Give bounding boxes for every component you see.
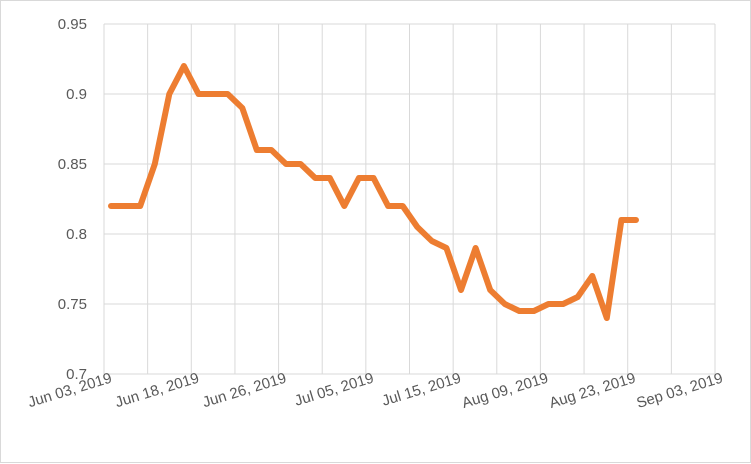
y-tick-label: 0.7 <box>66 366 87 383</box>
y-tick-label: 0.85 <box>58 156 87 173</box>
x-tick-label: Jul 15, 2019 <box>380 370 463 410</box>
y-tick-label: 0.9 <box>66 86 87 103</box>
y-tick-label: 0.75 <box>58 296 87 313</box>
x-tick-label: Aug 09, 2019 <box>460 370 550 412</box>
y-axis-ticks: 0.7 0.75 0.8 0.85 0.9 0.95 <box>58 16 87 383</box>
x-tick-label: Aug 23, 2019 <box>547 370 637 412</box>
y-tick-label: 0.8 <box>66 226 87 243</box>
x-tick-label: Jun 26, 2019 <box>201 370 289 412</box>
series-layer <box>108 63 639 321</box>
x-tick-label: Jun 18, 2019 <box>113 370 201 412</box>
gridlines <box>103 23 716 375</box>
x-tick-label: Jul 05, 2019 <box>293 370 376 410</box>
series-line <box>108 63 639 321</box>
y-tick-label: 0.95 <box>58 16 87 33</box>
x-axis-ticks: Jun 03, 2019 Jun 18, 2019 Jun 26, 2019 Jul … <box>26 370 725 412</box>
x-tick-label: Sep 03, 2019 <box>635 370 725 412</box>
